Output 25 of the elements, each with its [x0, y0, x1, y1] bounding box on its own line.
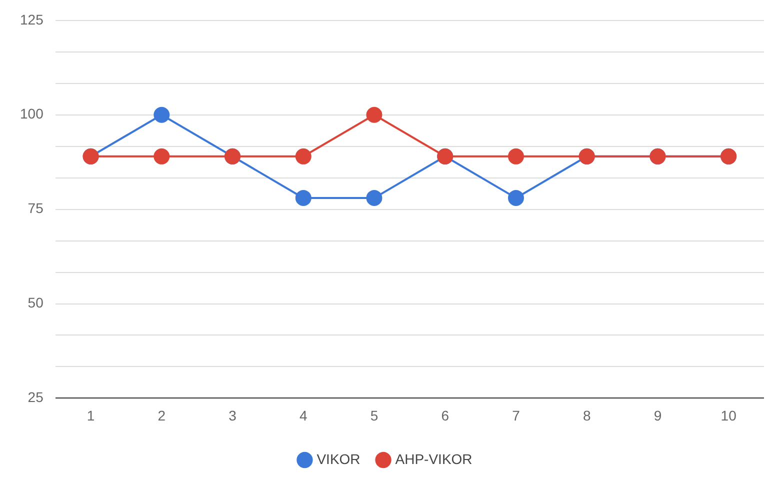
x-tick-label: 6	[441, 407, 450, 424]
x-tick-label: 5	[370, 407, 378, 424]
y-tick-label: 100	[20, 106, 44, 122]
point	[508, 148, 524, 164]
x-tick-label: 1	[86, 407, 95, 424]
y-tick-label: 75	[28, 200, 44, 216]
point	[154, 148, 170, 164]
x-tick-label: 9	[654, 407, 662, 424]
x-tick-label: 3	[228, 407, 237, 424]
legend-label: VIKOR	[316, 450, 360, 467]
y-tick-label: 125	[20, 11, 44, 28]
x-tick-label: 7	[512, 407, 520, 424]
point	[154, 106, 170, 123]
y-tick-label: 25	[28, 389, 44, 406]
x-tick-label: 10	[720, 407, 737, 424]
point	[295, 148, 312, 164]
x-tick-label: 2	[158, 407, 166, 424]
x-tick-label: 4	[299, 407, 308, 424]
y-tick-label: 50	[28, 294, 44, 311]
point	[508, 190, 524, 206]
point	[295, 190, 312, 206]
legend-label: AHP-VIKOR	[395, 450, 472, 467]
point	[366, 190, 382, 206]
point	[366, 106, 382, 123]
x-tick-label: 8	[582, 407, 591, 424]
